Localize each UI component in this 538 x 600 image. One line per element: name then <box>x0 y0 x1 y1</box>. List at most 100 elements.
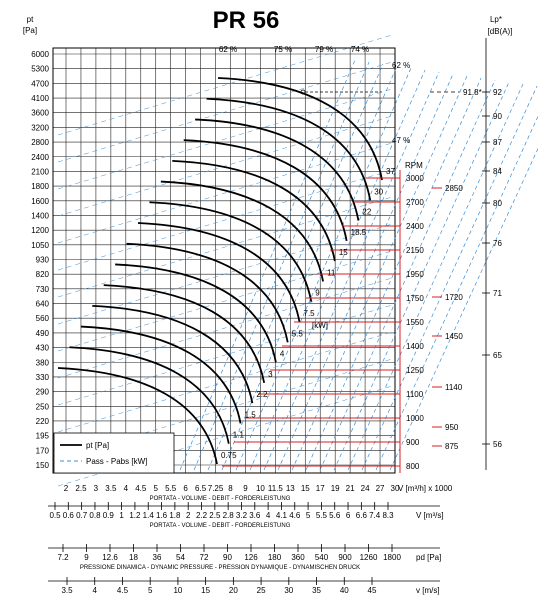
rpm-tick-label: 1400 <box>406 342 424 351</box>
x-axis-title: V [m³/h] x 1000 <box>398 484 453 493</box>
y-tick-label: 6000 <box>31 50 49 59</box>
x-tick-label: 10 <box>256 484 265 493</box>
y-tick-label: 490 <box>36 329 50 338</box>
axis-tick-label-velocity: 4 <box>93 586 98 595</box>
labels-layer: pt[Pa]6000530047004100360032002800240021… <box>23 15 513 502</box>
axis-tick-label-m3s: 6 <box>346 511 351 520</box>
power-label: 37 <box>386 167 395 176</box>
efficiency-label-top: 75 % <box>274 45 292 54</box>
power-guide-line <box>347 83 524 471</box>
axis-tick-label-pd: 360 <box>291 553 305 562</box>
y-tick-label: 2800 <box>31 138 49 147</box>
pressure-curve <box>80 325 242 424</box>
efficiency-label-top: 79 % <box>315 45 333 54</box>
axis-tick-label-m3s: 5.6 <box>329 511 341 520</box>
rpm-tick-label: 1000 <box>406 414 424 423</box>
axis-caption-pd: PRESSIONE DINAMICA - DYNAMIC PRESSURE - … <box>80 565 360 571</box>
power-guide-line <box>221 65 398 471</box>
axis-tick-label-m3s: 3.2 <box>236 511 248 520</box>
power-guide-line <box>361 85 538 471</box>
power-guide-line <box>375 115 538 471</box>
axis-tick-label-m3s: 0.5 <box>49 511 61 520</box>
power-label: 0.75 <box>221 451 237 460</box>
pressure-curve <box>160 180 324 282</box>
efficiency-guide-line <box>57 142 393 244</box>
axis-tick-label-pd: 9 <box>84 553 89 562</box>
x-tick-label: 9 <box>243 484 248 493</box>
x-tick-label: 15 <box>301 484 310 493</box>
rpm-tick-label: 1550 <box>406 318 424 327</box>
x-tick-label: 3.5 <box>105 484 117 493</box>
rpm-value-label: 875 <box>445 442 459 451</box>
axis-title-velocity: v [m/s] <box>416 586 440 595</box>
axis-tick-label-m3s: 1.4 <box>143 511 155 520</box>
power-label: 11 <box>327 268 336 277</box>
axis-tick-label-pd: 180 <box>268 553 282 562</box>
y-tick-label: 170 <box>36 446 50 455</box>
y-tick-label: 195 <box>36 432 50 441</box>
axis-caption-m3s: PORTATA - VOLUME - DEBIT - FORDERLEISTUN… <box>150 523 291 529</box>
legend-label: Pass - Pabs [kW] <box>86 457 147 466</box>
power-label: 18.5 <box>351 228 367 237</box>
pressure-curve <box>149 201 313 302</box>
power-label: 1.5 <box>245 410 257 419</box>
power-label: 15 <box>339 248 348 257</box>
rpm-value-label: 950 <box>445 423 459 432</box>
axis-tick-label-pd: 18 <box>129 553 138 562</box>
grid-layer <box>52 38 490 474</box>
pressure-curve <box>217 77 383 181</box>
efficiency-guide-line <box>57 250 393 352</box>
power-lines-layer <box>57 34 538 487</box>
axis-tick-label-m3s: 0.6 <box>63 511 75 520</box>
power-label: 5.5 <box>292 329 304 338</box>
axis-tick-label-m3s: 2.8 <box>223 511 235 520</box>
x-tick-label: 21 <box>346 484 355 493</box>
lp-tick-label: 56 <box>493 440 502 449</box>
y-tick-label: 1800 <box>31 182 49 191</box>
axis-title-m3s: V [m³/s] <box>416 511 444 520</box>
axis-title-pd: pd [Pa] <box>416 553 441 562</box>
axis-tick-label-velocity: 25 <box>257 586 266 595</box>
pressure-curve <box>103 284 266 384</box>
y-tick-label: 5300 <box>31 65 49 74</box>
pressure-curve <box>137 222 301 323</box>
power-guide-line <box>305 77 482 471</box>
rpm-tick-label: 900 <box>406 438 420 447</box>
axis-tick-label-velocity: 4.5 <box>117 586 129 595</box>
efficiency-label-top: 74 % <box>351 45 369 54</box>
axis-tick-label-m3s: 1.2 <box>129 511 141 520</box>
x-tick-label: 19 <box>331 484 340 493</box>
efficiency-guide-line <box>57 115 393 217</box>
axis-tick-label-m3s: 4.6 <box>289 511 301 520</box>
x-tick-label: 30 <box>391 484 400 493</box>
axis-tick-label-m3s: 4 <box>266 511 271 520</box>
efficiency-guide-line <box>57 169 393 271</box>
axis-tick-label-velocity: 15 <box>201 586 210 595</box>
y-tick-label: 930 <box>36 256 50 265</box>
axis-tick-label-m3s: 8.3 <box>382 511 394 520</box>
rpm-tick-label: 2150 <box>406 246 424 255</box>
pressure-curve <box>126 242 289 343</box>
x-tick-label: 4 <box>124 484 129 493</box>
lp-tick-label: 71 <box>493 289 502 298</box>
y-tick-label: 730 <box>36 285 50 294</box>
lp-tick-label: 87 <box>493 138 502 147</box>
axis-tick-label-m3s: 2.5 <box>209 511 221 520</box>
y-tick-label: 2100 <box>31 167 49 176</box>
lp-tick-label: 92 <box>493 88 502 97</box>
lp-tick-label: 84 <box>493 167 502 176</box>
rpm-value-label: 1450 <box>445 332 463 341</box>
rpm-lines-layer <box>222 170 442 473</box>
axis-tick-label-m3s: 1.6 <box>156 511 168 520</box>
axis-tick-label-pd: 126 <box>244 553 258 562</box>
y-tick-label: 1200 <box>31 226 49 235</box>
power-label: 2.2 <box>256 390 268 399</box>
y-tick-label: 1400 <box>31 211 49 220</box>
rpm-value-label: 1720 <box>445 293 463 302</box>
power-axis-title: [kW] <box>312 321 328 330</box>
efficiency-guide-line <box>57 331 393 433</box>
x-tick-label: 24 <box>361 484 370 493</box>
axis-tick-label-velocity: 20 <box>229 586 238 595</box>
